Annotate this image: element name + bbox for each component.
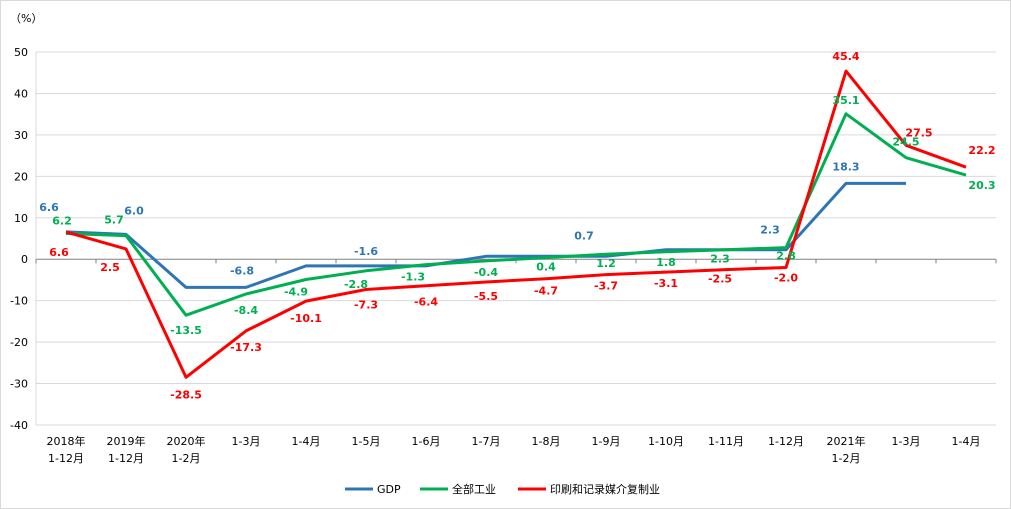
data-label: 1.2: [596, 257, 616, 270]
data-label: -17.3: [230, 341, 262, 354]
y-tick-label: 30: [14, 129, 28, 142]
x-tick-label: 1-4月: [292, 435, 321, 448]
data-label: -6.4: [414, 296, 438, 309]
y-tick-label: -30: [10, 378, 28, 391]
x-tick-label: 1-12月: [768, 435, 804, 448]
y-axis-unit-label: （%）: [10, 12, 42, 25]
x-tick-label: 1-8月: [532, 435, 561, 448]
data-labels: 6.6 6.0 -6.8 -1.6 0.7 2.3 18.3 6.2 5.7 -13.5 -8.4 -…: [39, 50, 995, 401]
data-label: -1.6: [354, 245, 378, 258]
y-tick-label: -10: [10, 295, 28, 308]
data-label: 1.8: [656, 256, 676, 269]
x-tick-label: 1-9月: [592, 435, 621, 448]
x-tick-label: 1-11月: [708, 435, 744, 448]
data-label: 0.4: [536, 261, 556, 274]
data-label: 6.6: [39, 201, 59, 214]
data-label: 45.4: [832, 50, 859, 63]
y-tick-label: 0: [21, 253, 28, 266]
y-tick-label: 50: [14, 46, 28, 59]
data-label: -3.7: [594, 280, 618, 293]
data-label: -4.7: [534, 285, 558, 298]
data-label: -28.5: [170, 388, 202, 401]
y-tick-label: -20: [10, 336, 28, 349]
legend-label: 全部工业: [452, 482, 496, 496]
x-tick-label: 1-4月: [952, 435, 981, 448]
data-label: -0.4: [474, 266, 498, 279]
series-line-2: [65, 112, 967, 317]
x-tick-label: 2020年 1-2月: [167, 434, 206, 465]
y-tick-label: 10: [14, 212, 28, 225]
data-label: 2.3: [760, 224, 780, 237]
data-label: -2.0: [774, 272, 798, 285]
x-tick-label: 1-10月: [648, 435, 684, 448]
x-tick-label: 2021年 1-2月: [827, 434, 866, 465]
data-label: -4.9: [284, 286, 308, 299]
x-tick-label: 2018年 1-12月: [47, 434, 86, 465]
legend: GDP 全部工业 印刷和记录媒介复制业: [345, 482, 660, 496]
data-label: 22.2: [968, 144, 995, 157]
data-label: -13.5: [170, 324, 202, 337]
data-label: -2.5: [708, 273, 732, 286]
data-label: 6.0: [124, 204, 144, 217]
data-label: 20.3: [968, 179, 995, 192]
data-label: -5.5: [474, 290, 498, 303]
data-label: -8.4: [234, 304, 258, 317]
series-line-3: [65, 69, 967, 379]
data-label: 2.3: [710, 253, 730, 266]
gridlines: [36, 51, 996, 426]
data-label: 18.3: [832, 160, 859, 173]
x-tick-label: 2019年 1-12月: [107, 434, 146, 465]
data-label: -10.1: [290, 312, 322, 325]
axes: -40 -30 -20 -10 0 10 20 30 40 50 2018年 1-12月 2019年 1-…: [10, 46, 997, 465]
series-lines: [65, 69, 967, 379]
x-tick-label: 1-3月: [892, 435, 921, 448]
x-tick-label: 1-6月: [412, 435, 441, 448]
y-tick-label: 40: [14, 87, 28, 100]
data-label: -2.8: [344, 278, 368, 291]
y-tick-label: -40: [10, 419, 28, 432]
x-tick-label: 1-5月: [352, 435, 381, 448]
y-tick-label: 20: [14, 170, 28, 183]
legend-label: GDP: [377, 483, 401, 496]
data-label: 5.7: [104, 214, 124, 227]
data-label: 2.8: [776, 250, 796, 263]
x-tick-label: 1-3月: [232, 435, 261, 448]
data-label: 27.5: [905, 126, 932, 139]
data-label: -6.8: [230, 264, 254, 277]
data-label: 0.7: [574, 229, 594, 242]
x-tick-label: 1-7月: [472, 435, 501, 448]
data-label: 35.1: [832, 94, 859, 107]
data-label: 6.6: [49, 246, 69, 259]
data-label: 24.5: [892, 136, 919, 149]
data-label: -3.1: [654, 277, 678, 290]
legend-label: 印刷和记录媒介复制业: [550, 482, 660, 496]
data-label: 2.5: [100, 261, 120, 274]
data-label: 6.2: [52, 215, 72, 228]
data-label: -1.3: [401, 271, 425, 284]
data-label: -7.3: [354, 298, 378, 311]
